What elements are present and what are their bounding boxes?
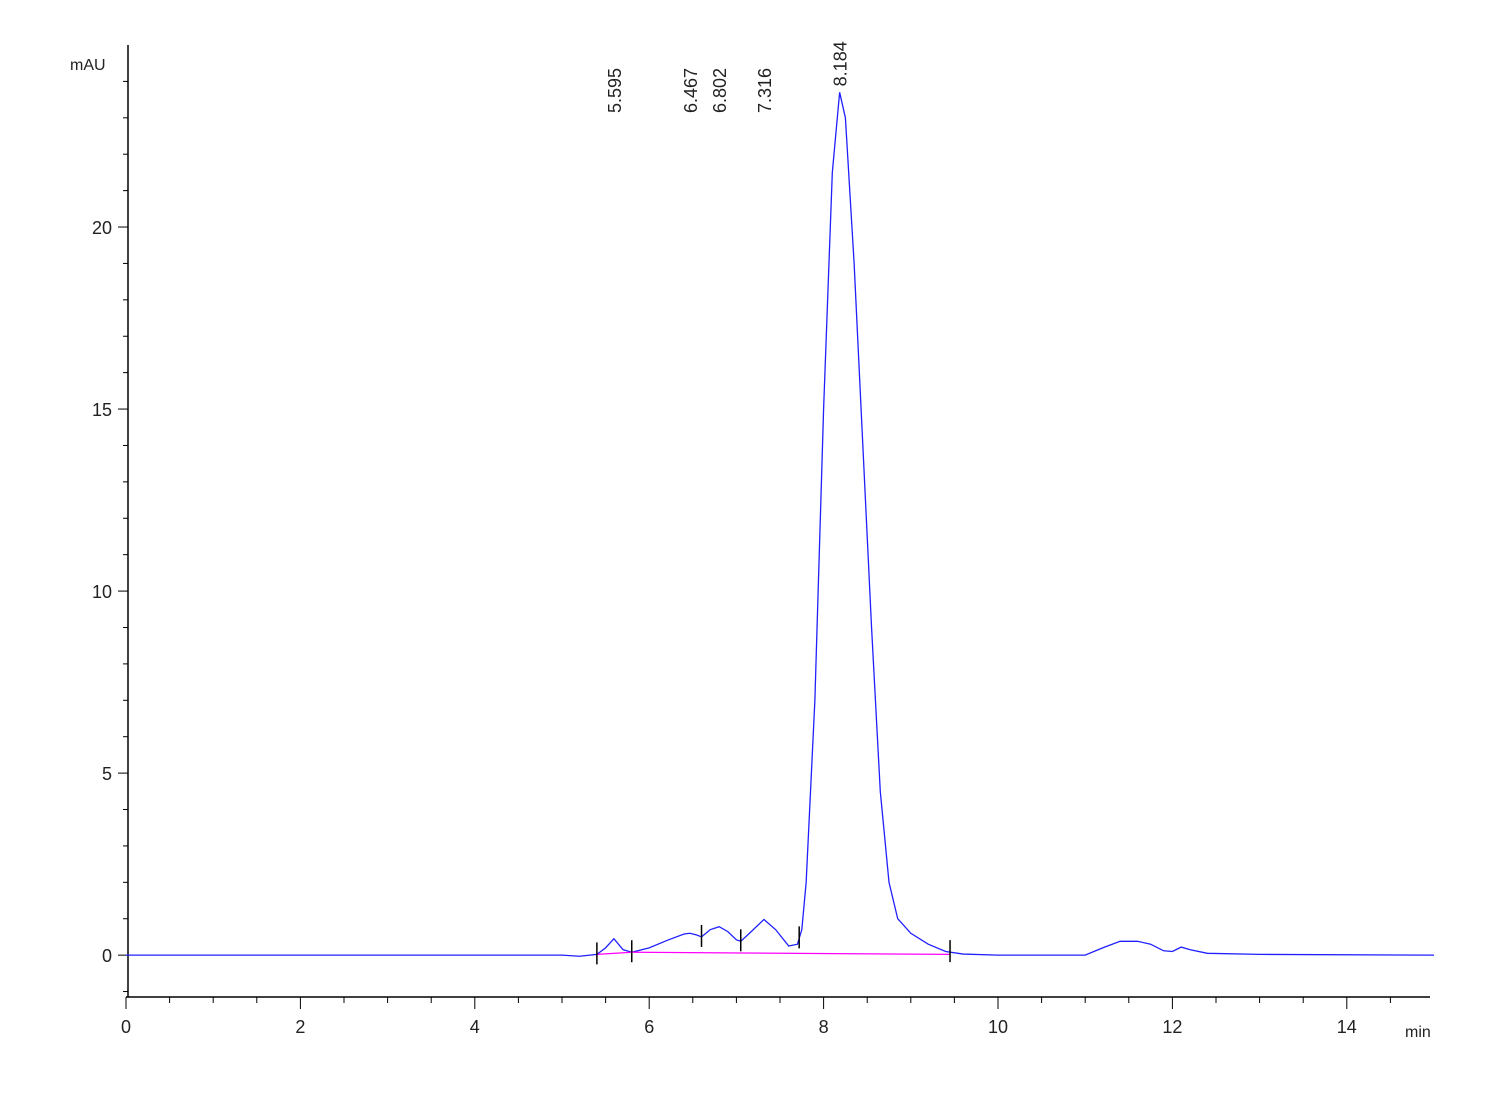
x-tick-label: 4 — [470, 1017, 480, 1037]
baseline-line — [596, 951, 951, 956]
peak-label: 6.802 — [710, 68, 730, 113]
x-tick-label: 0 — [121, 1017, 131, 1037]
x-tick-label: 6 — [644, 1017, 654, 1037]
signal-line — [126, 92, 1435, 957]
x-tick-label: 2 — [295, 1017, 305, 1037]
peak-label: 6.467 — [681, 68, 701, 113]
x-tick-label: 8 — [819, 1017, 829, 1037]
y-tick-label: 20 — [92, 218, 112, 238]
x-tick-label: 12 — [1162, 1017, 1182, 1037]
y-tick-label: 5 — [102, 764, 112, 784]
x-axis-label: min — [1405, 1024, 1431, 1041]
y-axis-label: mAU — [70, 57, 106, 74]
x-tick-label: 14 — [1337, 1017, 1357, 1037]
peak-label: 7.316 — [755, 68, 775, 113]
peak-label: 8.184 — [831, 41, 851, 86]
y-tick-label: 10 — [92, 582, 112, 602]
y-tick-label: 15 — [92, 400, 112, 420]
x-tick-label: 10 — [988, 1017, 1008, 1037]
y-tick-label: 0 — [102, 946, 112, 966]
peak-label: 5.595 — [605, 68, 625, 113]
